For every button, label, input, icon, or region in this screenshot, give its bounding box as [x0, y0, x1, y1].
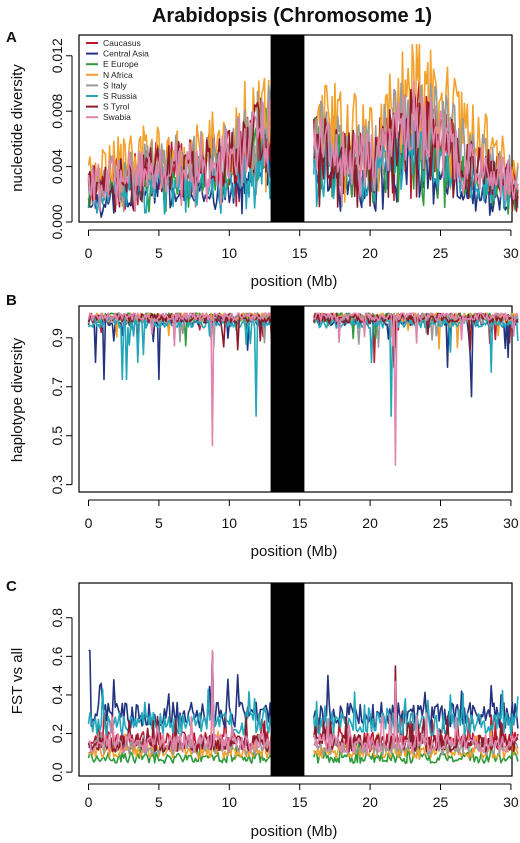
series-line [87, 649, 281, 754]
panel-letter: A [6, 29, 17, 46]
x-tick-label: 0 [85, 515, 93, 531]
y-tick-label: 0.2 [49, 724, 65, 744]
x-tick-label: 30 [503, 515, 519, 531]
y-tick-label: 0.008 [49, 93, 65, 128]
x-tick-label: 20 [362, 515, 378, 531]
x-tick-label: 0 [85, 794, 93, 810]
x-axis-label: position (Mb) [251, 273, 338, 290]
x-tick-label: 25 [433, 515, 449, 531]
centromere-block [270, 583, 305, 776]
y-tick-label: 0.4 [49, 685, 65, 705]
y-tick-label: 0.3 [49, 475, 65, 495]
centromere-block [270, 35, 305, 222]
centromere-block [270, 306, 305, 492]
y-tick-label: 0.0 [49, 762, 65, 782]
y-tick-label: 0.012 [49, 38, 65, 73]
series-line [87, 715, 281, 753]
y-axis-label: nucleotide diversity [9, 64, 26, 192]
plot-lines [87, 43, 519, 218]
x-tick-label: 25 [433, 245, 449, 261]
y-axis-label: FST vs all [9, 648, 26, 714]
panel-c: C FST vs all position (Mb) 0 5 10 15 20 25 300… [6, 578, 519, 840]
plot-lines [87, 649, 519, 765]
tick-labels: 0 5 10 15 20 25 30 0.3 0.5 0.7 0.9 [49, 328, 519, 531]
panel-a: A nucleotide diversity position (Mb) 0 5 1… [6, 29, 519, 290]
x-tick-label: 10 [222, 515, 238, 531]
panel-letter: B [6, 292, 17, 309]
x-axis-label: position (Mb) [251, 543, 338, 560]
y-tick-label: 0.5 [49, 426, 65, 446]
x-tick-label: 30 [503, 794, 519, 810]
x-tick-label: 0 [85, 245, 93, 261]
legend-label: S Russia [103, 91, 137, 101]
y-axis-label: haplotype diversity [9, 337, 26, 462]
legend-label: S Italy [103, 80, 127, 90]
x-tick-label: 10 [222, 245, 238, 261]
series-line [87, 688, 281, 736]
x-tick-label: 20 [362, 245, 378, 261]
y-tick-label: 0.7 [49, 377, 65, 397]
tick-labels: 0 5 10 15 20 25 30 0.0 0.2 0.4 0.6 0.8 [49, 608, 519, 810]
y-tick-label: 0.9 [49, 328, 65, 348]
x-axis-label: position (Mb) [251, 823, 338, 840]
y-tick-label: 0.8 [49, 608, 65, 628]
y-tick-label: 0.004 [49, 149, 65, 184]
legend-label: N Africa [103, 70, 133, 80]
x-tick-label: 10 [222, 794, 238, 810]
y-tick-label: 0.000 [49, 204, 65, 239]
series-line [87, 86, 281, 213]
x-tick-label: 5 [155, 515, 163, 531]
x-tick-label: 15 [292, 245, 308, 261]
tick-labels: 0 5 10 15 20 25 30 0.000 0.004 0.008 0.012 [49, 38, 519, 261]
panel-letter: C [6, 578, 17, 595]
panel-b: B haplotype diversity position (Mb) 0 5 10… [6, 292, 519, 560]
series-line [313, 312, 519, 466]
x-tick-label: 15 [292, 794, 308, 810]
legend-label: S Tyrol [103, 102, 129, 112]
legend-label: E Europe [103, 59, 139, 69]
x-tick-label: 20 [362, 794, 378, 810]
legend-label: Central Asia [103, 49, 149, 59]
legend-label: Swabia [103, 112, 131, 122]
series-line [313, 80, 519, 202]
series-line [87, 312, 281, 351]
x-tick-label: 15 [292, 515, 308, 531]
series-line [87, 743, 281, 765]
series-line [313, 88, 519, 212]
figure-title: Arabidopsis (Chromosome 1) [152, 5, 432, 27]
series-line [88, 649, 281, 729]
y-tick-label: 0.6 [49, 646, 65, 666]
x-tick-label: 5 [155, 245, 163, 261]
series-line [87, 312, 281, 447]
plot-lines [87, 312, 519, 466]
x-tick-label: 30 [503, 245, 519, 261]
x-tick-label: 5 [155, 794, 163, 810]
legend-label: Caucasus [103, 38, 141, 48]
x-tick-label: 25 [433, 794, 449, 810]
series-line [313, 680, 519, 754]
